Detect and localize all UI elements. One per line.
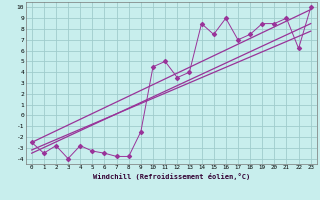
Point xyxy=(66,157,71,160)
Point xyxy=(29,141,34,144)
Point xyxy=(126,155,131,158)
Point xyxy=(236,38,241,41)
Point xyxy=(247,33,252,36)
Point xyxy=(284,17,289,20)
Point xyxy=(114,155,119,158)
Point xyxy=(78,144,83,147)
X-axis label: Windchill (Refroidissement éolien,°C): Windchill (Refroidissement éolien,°C) xyxy=(92,173,250,180)
Point xyxy=(102,152,107,155)
Point xyxy=(272,22,277,25)
Point xyxy=(41,152,46,155)
Point xyxy=(53,144,59,147)
Point xyxy=(187,71,192,74)
Point xyxy=(138,130,143,133)
Point xyxy=(175,76,180,79)
Point xyxy=(223,17,228,20)
Point xyxy=(260,22,265,25)
Point xyxy=(296,47,301,50)
Point xyxy=(150,65,156,68)
Point xyxy=(199,22,204,25)
Point xyxy=(163,60,168,63)
Point xyxy=(308,6,313,9)
Point xyxy=(211,33,216,36)
Point xyxy=(90,149,95,153)
